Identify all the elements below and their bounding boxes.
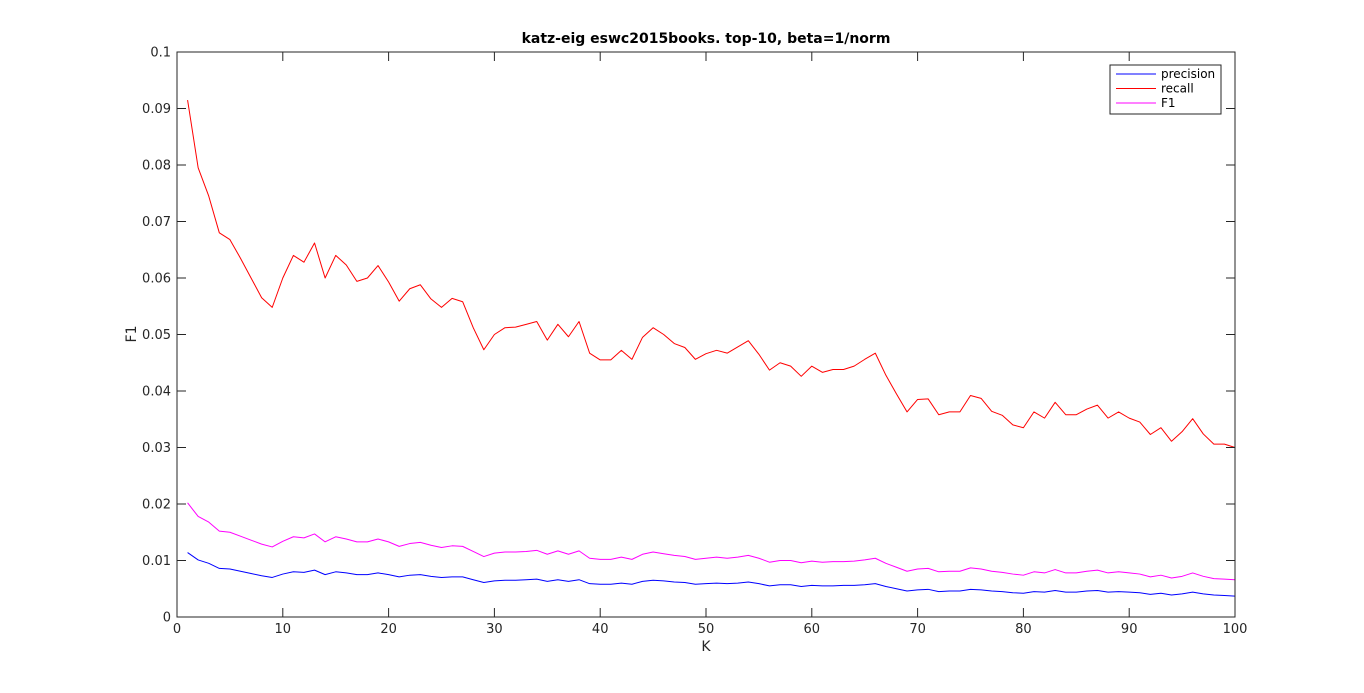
x-tick-label: 100 (1223, 622, 1248, 637)
x-tick-label: 50 (698, 622, 715, 637)
x-tick-label: 80 (1015, 622, 1032, 637)
y-tick-label: 0.09 (142, 102, 171, 117)
x-tick-label: 20 (380, 622, 397, 637)
series-line-precision (187, 552, 1236, 597)
y-tick-label: 0.1 (150, 46, 171, 61)
x-tick-label: 30 (486, 622, 503, 637)
legend-label-precision: precision (1161, 67, 1215, 81)
plot-area (177, 52, 1235, 617)
y-axis-label: F1 (124, 326, 140, 343)
y-tick-label: 0.01 (142, 554, 171, 569)
y-tick-label: 0.08 (142, 159, 171, 174)
x-tick-label: 10 (275, 622, 292, 637)
y-tick-label: 0.07 (142, 215, 171, 230)
y-tick-label: 0.02 (142, 498, 171, 513)
y-tick-label: 0 (163, 611, 171, 626)
chart-title: katz-eig eswc2015books. top-10, beta=1/n… (522, 31, 891, 47)
legend-label-f1: F1 (1161, 96, 1176, 110)
x-tick-label: 0 (173, 622, 181, 637)
y-tick-label: 0.04 (142, 385, 171, 400)
series-line-recall (187, 99, 1236, 448)
x-tick-label: 60 (804, 622, 821, 637)
y-tick-label: 0.05 (142, 328, 171, 343)
y-tick-label: 0.03 (142, 441, 171, 456)
x-tick-label: 40 (592, 622, 609, 637)
x-axis-ticks: 0 10 20 30 40 50 60 70 80 90 100 (173, 52, 1248, 637)
x-axis-label: K (701, 639, 711, 655)
x-tick-label: 70 (909, 622, 926, 637)
series-layer (187, 99, 1236, 597)
y-tick-label: 0.06 (142, 272, 171, 287)
x-tick-label: 90 (1121, 622, 1138, 637)
legend-box (1109, 64, 1222, 115)
series-line-f1 (187, 502, 1236, 581)
legend-label-recall: recall (1161, 82, 1194, 96)
y-axis-ticks: 0 0.01 0.02 0.03 0.04 0.05 0.06 0.07 0.08 0.09 0.1 (142, 46, 1235, 626)
